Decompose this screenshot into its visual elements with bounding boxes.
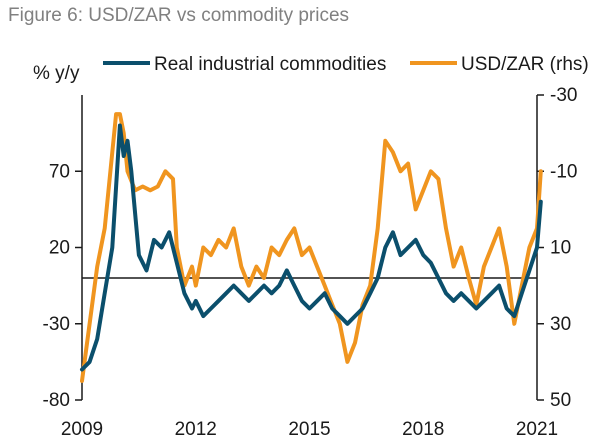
- x-tick-label: 2012: [175, 419, 217, 440]
- y-right-tick-label: 10: [550, 238, 571, 259]
- y-right-tick-label: 50: [550, 390, 571, 411]
- x-tick-label: 2009: [61, 419, 103, 440]
- y-left-tick-label: -30: [43, 314, 70, 335]
- x-tick-label: 2015: [288, 419, 330, 440]
- y-right-tick-label: -10: [550, 161, 577, 182]
- y-axis-label: % y/y: [33, 63, 80, 84]
- figure-title: Figure 6: USD/ZAR vs commodity prices: [8, 5, 350, 26]
- y-right-tick-label: -30: [550, 85, 577, 106]
- legend-label-usdzar: USD/ZAR (rhs): [461, 54, 589, 75]
- x-tick-label: 2018: [402, 419, 444, 440]
- y-left-tick-label: 20: [49, 238, 70, 259]
- x-tick-label: 2021: [516, 419, 558, 440]
- legend: Real industrial commodities USD/ZAR (rhs…: [103, 54, 589, 75]
- y-left-tick-label: -80: [43, 390, 70, 411]
- y-right-tick-label: 30: [550, 314, 571, 335]
- series-line-commodities: [80, 123, 543, 372]
- y-left-tick-label: 70: [49, 161, 70, 182]
- series-group: [80, 112, 543, 383]
- series-line-usdzar: [80, 112, 543, 383]
- legend-label-commodities: Real industrial commodities: [154, 54, 386, 75]
